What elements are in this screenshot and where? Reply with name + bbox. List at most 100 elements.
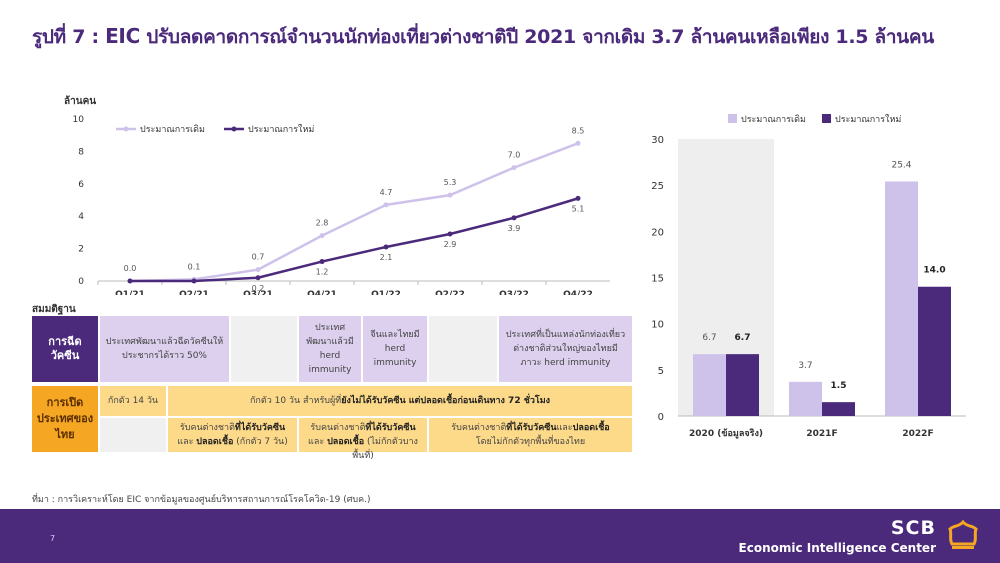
data-point <box>447 192 453 198</box>
cell-c-pre: รับคนต่างชาติ <box>451 423 507 433</box>
quarantine-10-bold: ยังไม่ได้รับวัคซีน แต่ปลอดเชื้อก่อนเดินท… <box>341 396 551 406</box>
vaccine-cell-4: ประเทศที่เป็นแหล่งนักท่องเที่ยวต่างชาติส… <box>499 316 632 382</box>
data-point <box>319 259 325 265</box>
data-label: 8.5 <box>572 126 585 135</box>
bar-chart-y-tick: 20 <box>651 227 664 238</box>
data-point <box>575 195 581 201</box>
line-chart-x-tick: Q4/22 <box>563 290 593 295</box>
quarantine-10: กักตัว 10 วัน สำหรับผู้ที่ ยังไม่ได้รับวั… <box>168 386 632 416</box>
series-line <box>130 197 579 283</box>
quarantine-10-text: กักตัว 10 วัน สำหรับผู้ที่ <box>249 396 342 406</box>
legend-label: ประมาณการใหม่ <box>248 124 314 135</box>
data-label: 2.9 <box>444 240 457 249</box>
line-chart-y-tick: 0 <box>78 277 84 287</box>
bar <box>918 286 951 416</box>
data-point <box>511 165 517 171</box>
cell-b-mid: และ <box>308 437 325 447</box>
bar-chart-y-tick: 5 <box>658 366 664 377</box>
legend-marker <box>123 126 129 132</box>
bar <box>822 402 855 416</box>
title-eic: EIC <box>105 24 140 48</box>
data-point <box>319 233 325 239</box>
brand-subtitle: Economic Intelligence Center <box>738 541 936 555</box>
legend-label: ประมาณการเดิม <box>140 124 205 135</box>
footer-bar: 7 SCB Economic Intelligence Center <box>0 509 1000 563</box>
data-point <box>191 278 197 284</box>
line-chart-x-tick: Q3/22 <box>499 290 529 295</box>
title-text: ปรับลดคาดการณ์จำนวนนักท่องเที่ยวต่างชาติ… <box>139 26 934 48</box>
quarantine-14: กักตัว 14 วัน <box>100 386 166 416</box>
vaccine-cell-1: ประเทศพัฒนาแล้วฉีดวัคซีนให้ประชากรได้ราว… <box>100 316 229 382</box>
bar-chart-y-tick: 10 <box>651 320 664 331</box>
cell-a-bold2: ปลอดเชื้อ <box>196 437 234 447</box>
cell-c-mid: และ <box>556 423 573 433</box>
data-label: 5.1 <box>572 204 585 213</box>
cell-c-bold2: ปลอดเชื้อ <box>572 423 610 433</box>
legend-swatch <box>728 114 737 123</box>
bar-label: 1.5 <box>831 381 847 391</box>
assumptions-table: การฉีดวัคซีน ประเทศพัฒนาแล้วฉีดวัคซีนให้… <box>32 316 632 461</box>
cell-b-post: (ไม่กักตัวบางพื้นที่) <box>352 437 418 461</box>
vaccine-cell-empty-1 <box>231 316 297 382</box>
bar-chart-y-tick: 15 <box>651 274 664 285</box>
bar <box>885 181 918 416</box>
data-label: 0.2 <box>252 284 265 293</box>
scb-logo-icon <box>948 519 978 549</box>
data-label: 4.7 <box>380 188 393 197</box>
bar <box>726 354 759 416</box>
line-chart-y-label: ล้านคน <box>64 95 96 107</box>
line-chart-y-tick: 4 <box>78 212 84 222</box>
brand-name: SCB <box>890 517 936 539</box>
data-label: 1.2 <box>316 268 329 277</box>
opening-cell-a: รับคนต่างชาติที่ได้รับวัคซีนและ ปลอดเชื้… <box>168 418 297 452</box>
bar-chart-x-tick: 2022F <box>902 429 933 439</box>
line-chart-y-tick: 6 <box>78 180 84 190</box>
cell-c-bold1: ที่ได้รับวัคซีน <box>506 423 557 433</box>
cell-b-bold2: ปลอดเชื้อ <box>327 437 365 447</box>
legend-marker <box>231 126 237 132</box>
line-chart-y-tick: 10 <box>73 115 85 125</box>
data-label: 2.8 <box>316 219 329 228</box>
cell-a-mid: และ <box>177 437 194 447</box>
vaccine-header: การฉีดวัคซีน <box>32 316 98 382</box>
cell-c-post: โดยไม่กักตัวทุกพื้นที่ของไทย <box>475 437 586 447</box>
page-title: รูปที่ 7 : EIC ปรับลดคาดการณ์จำนวนนักท่อ… <box>32 22 934 52</box>
data-label: 5.3 <box>444 178 457 187</box>
cell-a-post: (กักตัว 7 วัน) <box>233 437 288 447</box>
data-point <box>383 202 389 208</box>
vaccine-cell-3: จีนและไทยมี herd immunity <box>363 316 427 382</box>
line-chart-x-tick: Q1/22 <box>371 290 401 295</box>
bar-label: 6.7 <box>702 333 716 343</box>
line-chart-y-tick: 2 <box>78 245 84 255</box>
bar-label: 25.4 <box>891 160 911 170</box>
data-point <box>255 267 261 273</box>
line-chart-x-tick: Q1/21 <box>115 290 145 295</box>
bar-chart-y-tick: 0 <box>658 412 664 423</box>
series-line <box>129 142 579 283</box>
legend-label: ประมาณการใหม่ <box>835 114 901 125</box>
line-chart: ล้านคน 0 2 4 6 8 10 Q1/21 Q2/21 Q3/21 Q4/21 Q1/22 Q… <box>64 95 610 295</box>
data-point <box>255 275 261 281</box>
bar-chart-x-tick: 2020 (ข้อมูลจริง) <box>689 428 763 439</box>
bar-chart-x-tick: 2021F <box>806 429 837 439</box>
cell-a-bold1: ที่ได้รับวัคซีน <box>234 423 286 433</box>
brand-block: SCB Economic Intelligence Center <box>739 517 936 555</box>
line-chart-x-tick: Q2/21 <box>179 290 209 295</box>
assumptions-heading: สมมติฐาน <box>32 304 76 315</box>
cell-b-bold1: ที่ได้รับวัคซีน <box>365 423 416 433</box>
bar-label: 3.7 <box>798 361 812 371</box>
vaccine-cell-empty-2 <box>429 316 497 382</box>
bar-chart-y-tick: 30 <box>651 135 664 146</box>
bar <box>789 381 822 416</box>
cell-b-pre: รับคนต่างชาติ <box>310 423 366 433</box>
data-label: 2.1 <box>380 253 393 262</box>
opening-cell-b: รับคนต่างชาติที่ได้รับวัคซีนและ ปลอดเชื้… <box>299 418 427 461</box>
bar-label: 14.0 <box>923 266 945 276</box>
data-label: 3.9 <box>508 224 521 233</box>
bar-chart-y-tick: 25 <box>651 181 664 192</box>
data-label: 7.0 <box>508 151 521 160</box>
opening-cell-empty <box>100 418 166 452</box>
line-chart-x-tick: Q2/22 <box>435 290 465 295</box>
line-chart-y-tick: 8 <box>78 147 84 157</box>
